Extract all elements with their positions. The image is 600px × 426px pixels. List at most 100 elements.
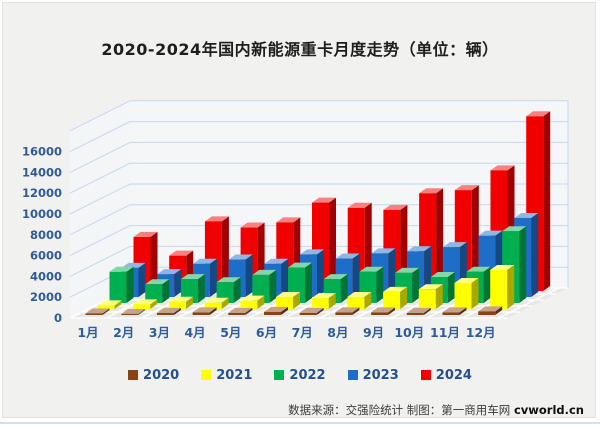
bar-side-2020-5月 (245, 307, 253, 315)
bar-side-2023-12月 (531, 212, 539, 297)
y-tick-label: 0 (54, 311, 62, 325)
bar-side-2022-6月 (305, 262, 312, 303)
legend-item-2022: 2022 (274, 367, 326, 383)
legend-swatch-2020 (128, 370, 139, 380)
bar-top-2020-2月 (121, 308, 146, 314)
bar-side-2023-3月 (209, 258, 217, 297)
bar-side-2023-1月 (138, 262, 146, 297)
y-tick-label: 8000 (30, 228, 62, 242)
bar-2020-3月 (156, 312, 174, 315)
bar-side-2021-9月 (400, 286, 408, 309)
bar-side-2020-12月 (495, 306, 503, 315)
bar-side-2023-4月 (245, 254, 253, 297)
source-note: 数据来源：交强险统计 制图：第一商用车网 cvworld.cn (288, 402, 584, 418)
bar-top-2022-1月 (109, 266, 134, 272)
bar-2021-1月 (97, 305, 115, 309)
month-label: 6月 (256, 325, 277, 340)
month-label: 2月 (113, 325, 134, 340)
bar-side-2021-2月 (150, 299, 158, 309)
legend-swatch-2024 (420, 370, 431, 380)
bar-2020-11月 (442, 312, 460, 315)
bar-top-2022-6月 (288, 262, 312, 268)
bar-side-2023-7月 (352, 253, 360, 297)
bar-top-2024-6月 (312, 197, 336, 203)
bar-side-2021-3月 (185, 296, 193, 309)
bar-2020-4月 (192, 312, 210, 315)
legend-item-2020: 2020 (128, 368, 179, 383)
bar-side-2022-8月 (376, 266, 384, 303)
bar-2021-3月 (168, 301, 186, 309)
bar-2021-2月 (133, 304, 151, 309)
bar-2020-6月 (264, 311, 281, 315)
legend-item-2021: 2021 (201, 368, 252, 383)
y-tick-label: 6000 (30, 249, 62, 263)
bar-2021-10月 (418, 289, 436, 309)
legend-label: 2022 (289, 367, 326, 383)
bar-top-2023-3月 (192, 258, 217, 264)
bar-2021-7月 (311, 298, 329, 309)
bar-top-2020-7月 (299, 307, 324, 313)
bar-top-2023-6月 (300, 249, 324, 255)
bar-side-2022-11月 (483, 266, 491, 303)
month-label: 9月 (363, 325, 384, 340)
bar-top-2023-1月 (121, 262, 146, 268)
bar-2021-12月 (490, 270, 508, 309)
bar-2022-2月 (145, 284, 163, 303)
y-tick-label: 14000 (22, 165, 62, 179)
bar-side-2021-8月 (364, 292, 372, 309)
bar-2020-8月 (335, 312, 353, 315)
y-axis-labels: 0 2000 4000 6000 8000 10000 12000 14000 16000 (22, 145, 62, 325)
month-label: 3月 (149, 325, 170, 340)
bar-side-2020-7月 (316, 307, 324, 315)
bar-top-2021-4月 (204, 297, 229, 303)
chart-legend: 2020 2021 2022 2023 2024 (0, 367, 600, 383)
bar-side-2024-9月 (436, 188, 444, 291)
bar-top-2023-10月 (442, 242, 467, 248)
site-name: cvworld.cn (513, 403, 584, 417)
bar-2020-7月 (299, 312, 317, 315)
source-text: 数据来源：交强险统计 制图：第一商用车网 (288, 403, 511, 417)
bar-2022-1月 (109, 271, 127, 303)
bar-top-2022-3月 (180, 274, 205, 280)
bar-top-2024-10月 (454, 185, 479, 191)
bar-side-2020-9月 (388, 307, 396, 315)
bar-side-2020-10月 (423, 307, 431, 315)
y-tick-label: 12000 (22, 186, 62, 200)
bar-side-2020-11月 (459, 307, 467, 315)
month-label: 12月 (466, 325, 496, 340)
month-label: 10月 (394, 325, 424, 340)
bar-side-2023-8月 (388, 248, 396, 297)
bar-side-2020-1月 (102, 308, 110, 315)
bar-top-2022-10月 (430, 272, 455, 277)
bar-top-2021-7月 (311, 293, 336, 299)
bar-2021-8月 (347, 297, 365, 309)
bar-top-2024-5月 (276, 217, 301, 223)
bar-top-2020-1月 (85, 308, 110, 314)
month-label: 1月 (77, 325, 98, 340)
bar-side-2022-2月 (162, 279, 170, 303)
bar-top-2022-7月 (323, 274, 348, 280)
bar-side-2022-10月 (447, 272, 455, 303)
bar-side-2021-10月 (435, 284, 443, 309)
bar-side-2024-10月 (471, 185, 479, 291)
legend-item-2023: 2023 (347, 367, 399, 383)
legend-label: 2021 (216, 367, 253, 383)
bar-2020-5月 (228, 312, 246, 315)
bar-top-2024-3月 (204, 216, 229, 222)
y-tick-label: 10000 (22, 207, 62, 221)
bar-side-2024-6月 (329, 197, 336, 291)
bar-side-2020-8月 (352, 307, 360, 315)
bar-2021-9月 (383, 291, 401, 309)
bar-top-2021-11月 (454, 278, 479, 283)
legend-swatch-2023 (347, 370, 358, 380)
x-axis-labels: 1月 2月 3月 4月 5月 6月 7月 8月 9月 10月 11月 12月 (77, 325, 495, 340)
bar-top-2020-4月 (192, 307, 217, 313)
bar-top-2022-4月 (216, 277, 241, 283)
chart-title: 2020-2024年国内新能源重卡月度走势（单位：辆） (101, 40, 499, 59)
bar-top-2020-9月 (371, 307, 396, 313)
bar-top-2024-12月 (526, 111, 551, 117)
legend-label: 2020 (143, 367, 180, 383)
bar-top-2022-9月 (395, 267, 420, 273)
legend-label: 2023 (362, 367, 399, 383)
month-label: 7月 (292, 325, 313, 340)
